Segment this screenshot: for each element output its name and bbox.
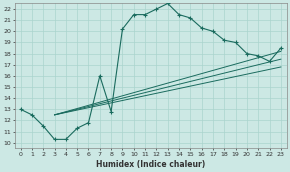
X-axis label: Humidex (Indice chaleur): Humidex (Indice chaleur) (96, 159, 205, 169)
